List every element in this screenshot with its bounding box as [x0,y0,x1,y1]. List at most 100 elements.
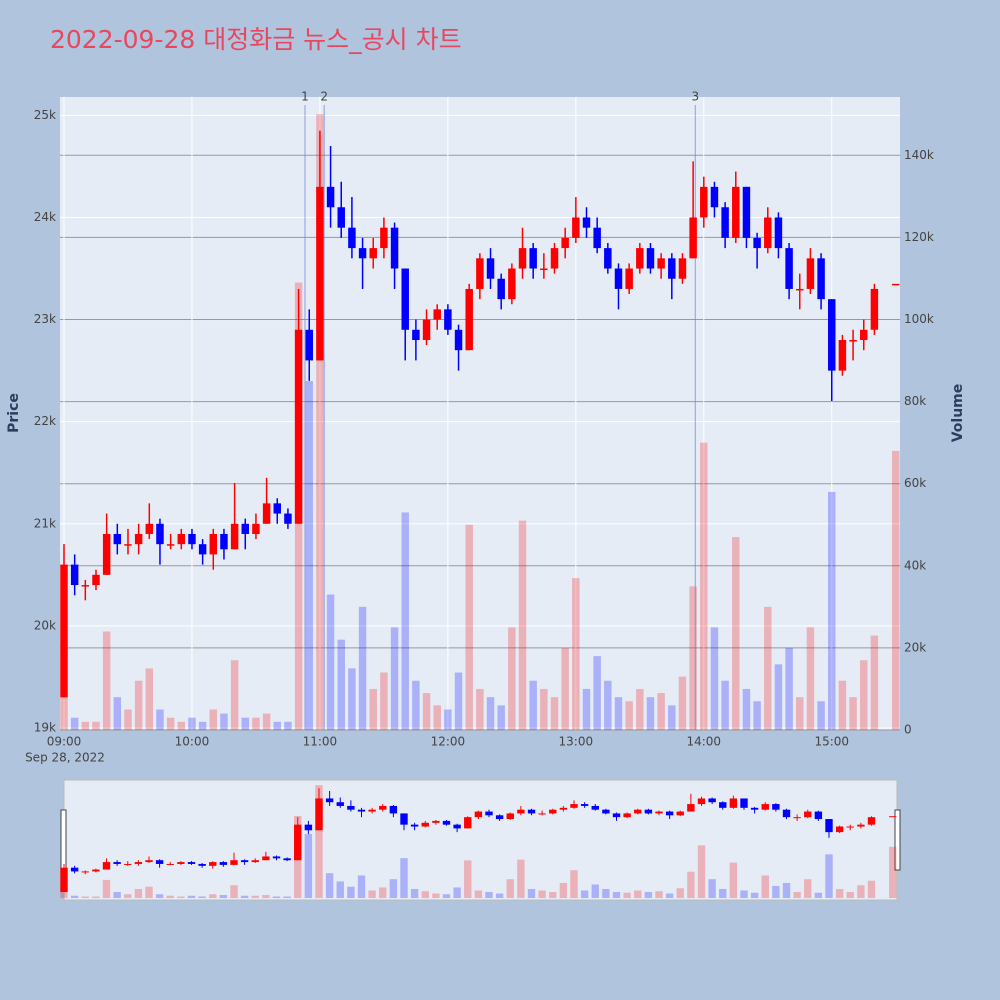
volume-bar [273,721,281,730]
volume-bar [70,717,79,730]
volume-bar [380,672,388,730]
slider-candle-body [889,816,897,818]
slider-candle-body [294,824,302,861]
volume-bar [166,717,175,730]
volume-bar [177,721,186,730]
volume-bar [401,512,409,730]
candle-body [636,248,644,269]
slider-candle-body [750,807,759,810]
slider-candle-body [304,824,313,831]
volume-bar [625,701,633,730]
candle-body [892,283,900,286]
volume-bar [508,627,516,730]
volume-bar [892,450,900,730]
slider-candle-body [357,809,366,812]
range-slider[interactable] [63,779,898,901]
candle-body [390,227,399,269]
candle-body [604,248,612,269]
slider-candle-body [336,802,344,806]
slider-volume-bar [357,875,366,898]
candle-body [60,564,68,698]
slider-volume-bar [495,893,504,898]
slider-candle-body [591,805,599,810]
volume-bar [230,660,239,730]
range-handle-left[interactable] [60,809,67,871]
volume-bar [465,524,473,730]
slider-candle-body [251,860,259,863]
slider-volume-bar [676,888,684,898]
slider-candle-body [729,798,738,808]
volume-bar [209,709,218,730]
volume-bar [358,606,367,730]
volume-bar [860,660,868,730]
slider-volume-bar [177,896,185,898]
volume-bar [582,688,591,730]
y2-tick-label: 60k [904,476,926,490]
volume-bar [145,668,154,730]
y-tick-label: 24k [34,210,56,224]
slider-candle-body [485,811,493,816]
slider-candle-body [825,819,833,833]
candle-body [369,248,377,259]
volume-bar [838,680,847,730]
slider-volume-bar [835,888,844,898]
slider-candle-body [655,811,663,814]
slider-volume-bar [602,888,610,898]
y-tick-label: 23k [34,312,56,326]
candle-body [646,248,655,269]
y-tick-label: 25k [34,108,56,122]
slider-candle-body [708,798,716,803]
slider-candle-body [442,820,451,825]
volume-bar [305,381,313,730]
candle-body [540,268,548,271]
volume-bar [326,594,335,730]
slider-volume-bar [421,891,429,898]
slider-volume-bar [782,882,791,898]
candle-body [721,207,729,238]
slider-candle-body [549,809,557,814]
x-tick-label: 11:00 [303,735,338,749]
range-handle-right[interactable] [894,809,901,871]
slider-volume-bar [102,879,111,898]
candle-body [668,258,676,279]
y2-tick-label: 80k [904,394,926,408]
slider-volume-bar [804,879,812,898]
candle-body [753,237,761,249]
slider-volume-bar [761,875,769,898]
candle-body [433,309,441,320]
slider-volume-bar [166,895,174,898]
volume-bar [433,705,441,730]
candle-body [326,186,335,208]
slider-volume-bar [825,854,833,898]
slider-volume-bar [665,893,674,898]
slider-volume-bar [336,881,344,898]
slider-volume-bar [538,890,546,898]
slider-volume-bar [92,896,100,898]
slider-candle-body [719,802,727,808]
volume-bar [732,537,740,730]
slider-candle-body [538,813,546,815]
slider-candle-body [612,813,621,818]
y2-tick-label: 120k [904,230,934,244]
candle-body [454,329,463,351]
slider-candle-body [102,862,111,870]
candle-body [284,513,292,524]
slider-volume-bar [432,893,440,898]
candle-body [198,544,207,555]
volume-bar [241,717,250,730]
volume-bar [454,672,463,730]
candle-body [817,258,825,300]
slider-volume-bar [187,895,196,898]
slider-volume-bar [368,890,376,898]
volume-bar [721,680,729,730]
slider-volume-bar [740,890,748,898]
volume-bar [476,688,484,730]
candle-body [732,186,740,238]
slider-candle-body [857,824,865,827]
slider-candle-body [315,798,323,831]
candle-body [241,523,250,534]
candle-body [124,544,132,546]
candle-body [742,186,751,238]
slider-volume-bar [889,846,897,898]
candle-body [156,523,164,545]
